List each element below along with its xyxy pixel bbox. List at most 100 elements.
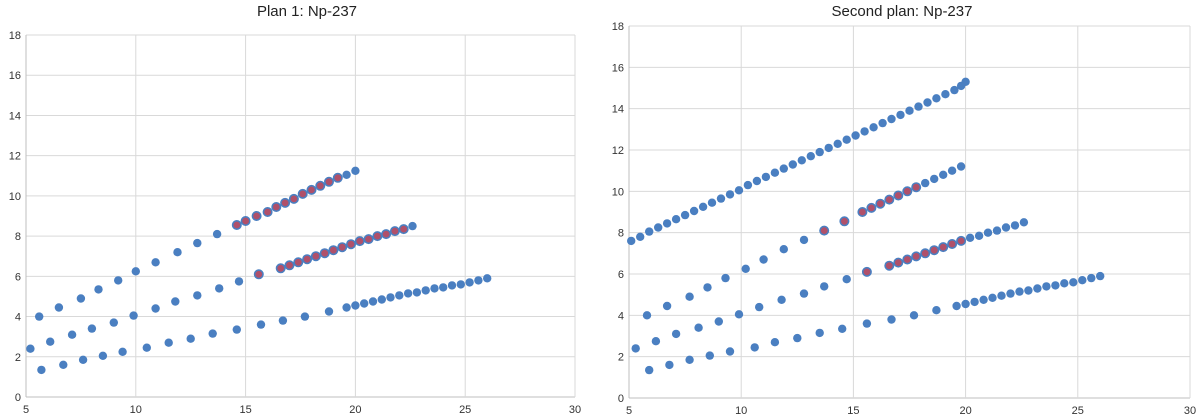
data-point [171, 297, 180, 306]
data-point [1015, 287, 1024, 296]
data-point [862, 319, 872, 328]
data-point [779, 245, 788, 254]
data-point [662, 301, 672, 311]
data-point [1010, 221, 1020, 230]
data-point [1051, 281, 1060, 290]
series-3 [631, 218, 1029, 353]
data-point [131, 267, 140, 276]
data-point [875, 198, 886, 209]
y-tick-label: 0 [15, 392, 21, 404]
x-tick-label: 5 [23, 404, 29, 416]
data-point [288, 193, 299, 204]
data-point [869, 123, 878, 132]
x-tick-label: 20 [959, 405, 971, 417]
data-point [372, 231, 383, 242]
data-point [941, 90, 950, 99]
data-point [351, 166, 360, 175]
data-point [142, 343, 151, 352]
data-point [54, 303, 64, 312]
data-point [26, 344, 35, 353]
data-point [806, 152, 815, 161]
y-tick-label: 18 [612, 21, 624, 33]
data-point [636, 232, 645, 241]
data-point [770, 168, 780, 177]
data-point [857, 207, 868, 218]
data-point [833, 139, 842, 148]
tick-labels: 0 2 4 6 8 10 12 14 16 18 5 10 15 20 25 30 [9, 30, 581, 416]
data-point [300, 312, 310, 321]
data-point [351, 301, 360, 310]
data-point [759, 255, 768, 264]
data-point [114, 276, 123, 285]
data-point [929, 245, 940, 256]
data-point [779, 164, 788, 173]
data-point [680, 210, 690, 220]
data-point [483, 274, 492, 283]
data-point [1006, 289, 1015, 298]
data-point [992, 226, 1002, 235]
data-point [887, 114, 896, 124]
series-1 [627, 77, 970, 246]
data-point [398, 224, 409, 235]
data-point [956, 235, 967, 246]
data-point [909, 311, 919, 320]
data-point [932, 306, 941, 315]
data-point [893, 190, 904, 201]
data-point [1042, 282, 1051, 291]
data-point [109, 318, 119, 327]
data-point [386, 293, 395, 302]
data-point [234, 277, 244, 286]
data-point [354, 236, 365, 247]
data-point [961, 77, 970, 87]
data-point [323, 176, 334, 187]
y-tick-label: 6 [15, 271, 21, 283]
data-point [947, 239, 958, 250]
data-point [654, 223, 663, 232]
data-point [705, 351, 714, 360]
data-point [1033, 284, 1042, 293]
data-point [337, 242, 348, 253]
data-point [315, 180, 326, 191]
y-tick-label: 0 [618, 393, 624, 405]
data-point [920, 248, 931, 259]
data-point [232, 325, 241, 334]
data-point [37, 365, 46, 375]
data-point [293, 257, 304, 268]
data-point [698, 202, 708, 211]
series-4 [645, 271, 1105, 375]
data-point [665, 360, 674, 370]
tick-labels: 0 2 4 6 8 10 12 14 16 18 5 10 15 20 25 30 [612, 21, 1196, 417]
data-point [59, 360, 68, 369]
data-point [87, 324, 97, 333]
data-point [741, 264, 750, 273]
data-point [974, 231, 984, 240]
gridlines [25, 34, 576, 398]
data-point [67, 330, 77, 339]
y-tick-label: 2 [15, 352, 21, 364]
data-point [743, 180, 753, 190]
data-point [721, 273, 730, 283]
data-point [1060, 279, 1069, 288]
data-point [151, 258, 160, 267]
series-2 [26, 221, 417, 353]
data-point [970, 297, 979, 307]
data-point [842, 135, 851, 144]
data-point [302, 254, 313, 265]
data-point [342, 170, 351, 179]
data-point [716, 194, 726, 203]
x-tick-label: 30 [569, 404, 581, 416]
data-point [1069, 278, 1078, 287]
data-point [671, 329, 681, 339]
y-tick-label: 6 [618, 269, 624, 281]
data-point [408, 221, 417, 231]
data-point [310, 251, 321, 262]
x-tick-label: 10 [130, 404, 142, 416]
chart-title: Plan 1: Np-237 [257, 3, 357, 20]
data-point [921, 178, 930, 188]
data-point [306, 184, 317, 195]
data-point [824, 143, 833, 153]
x-tick-label: 20 [349, 404, 361, 416]
data-point [439, 283, 448, 292]
data-point [421, 286, 430, 295]
data-point [208, 329, 217, 338]
